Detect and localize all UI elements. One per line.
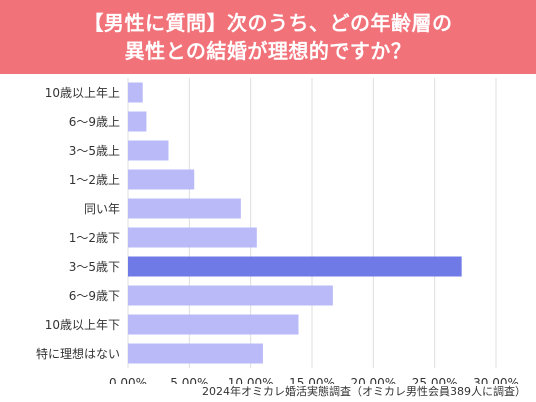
- bar-5: [128, 227, 257, 248]
- x-tick-label-4: 20.00%: [350, 376, 396, 384]
- x-tick-label-2: 10.00%: [228, 376, 274, 384]
- bar-7: [128, 285, 333, 306]
- x-tick-label-3: 15.00%: [289, 376, 335, 384]
- bar-6: [128, 256, 462, 277]
- category-label-8: 10歳以上年下: [45, 318, 120, 332]
- title-line-1: 【男性に質問】次のうち、どの年齢層の: [83, 11, 453, 35]
- bar-2: [128, 140, 169, 161]
- x-tick-label-6: 30.00%: [473, 376, 519, 384]
- category-label-9: 特に理想はない: [36, 346, 120, 361]
- category-label-7: 6〜9歳下: [69, 289, 120, 303]
- x-tick-label-1: 5.00%: [170, 376, 208, 384]
- category-label-1: 6〜9歳上: [69, 115, 120, 129]
- category-label-6: 3〜5歳下: [69, 260, 120, 274]
- bar-0: [128, 82, 143, 103]
- category-label-5: 1〜2歳下: [69, 231, 120, 245]
- category-label-0: 10歳以上年上: [45, 86, 120, 100]
- bar-4: [128, 198, 241, 219]
- title-banner: 【男性に質問】次のうち、どの年齢層の 異性との結婚が理想的ですか？: [0, 0, 536, 74]
- category-label-2: 3〜5歳上: [69, 144, 120, 158]
- bar-3: [128, 169, 195, 190]
- bar-9: [128, 343, 263, 364]
- x-tick-label-0: 0.00%: [109, 376, 147, 384]
- bar-8: [128, 314, 299, 335]
- category-label-3: 1〜2歳上: [69, 173, 120, 187]
- category-label-4: 同い年: [84, 202, 120, 216]
- bar-1: [128, 111, 147, 132]
- title-line-2: 異性との結婚が理想的ですか？: [124, 39, 412, 63]
- x-tick-label-5: 25.00%: [412, 376, 458, 384]
- source-note: 2024年オミカレ婚活実態調査（オミカレ男性会員389人に調査）: [202, 385, 526, 398]
